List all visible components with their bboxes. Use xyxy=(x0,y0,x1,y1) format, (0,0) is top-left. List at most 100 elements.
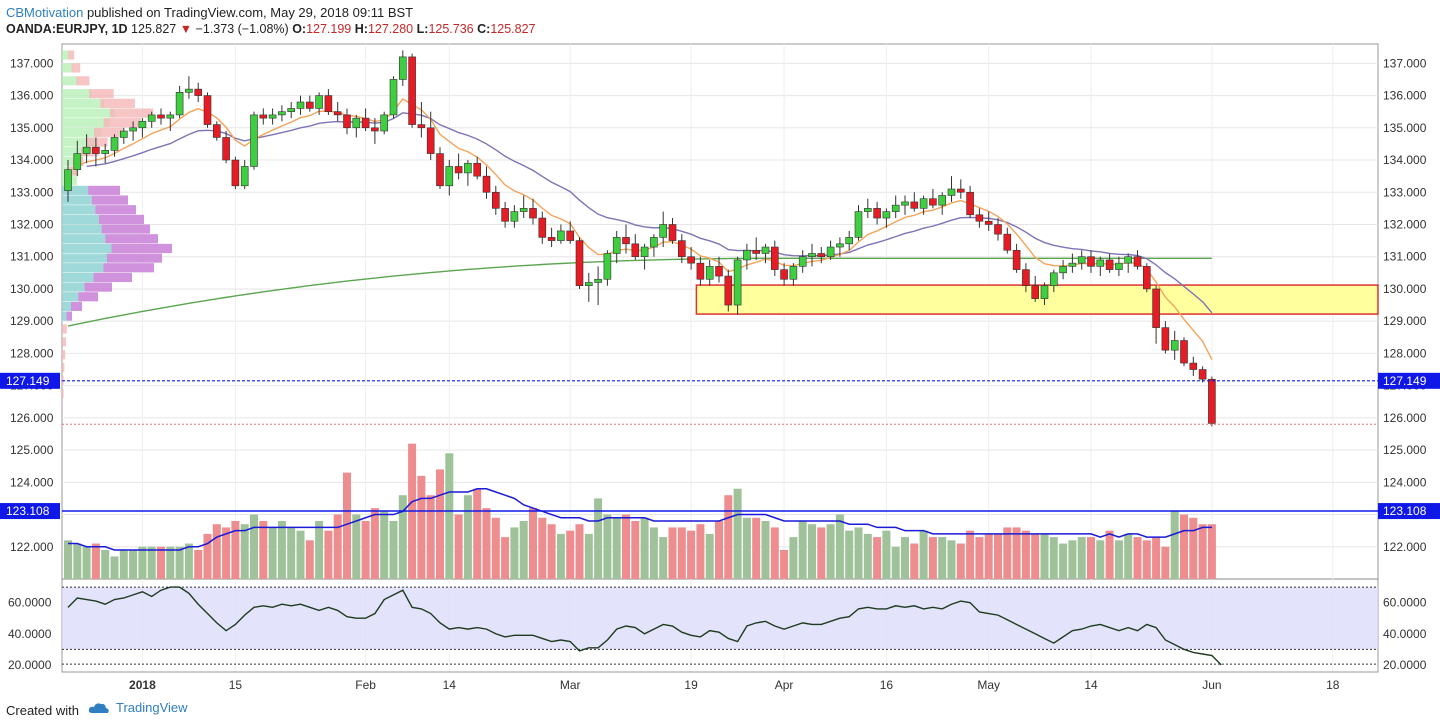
candle-body xyxy=(278,111,286,116)
y-tick-label-left: 132.000 xyxy=(10,217,54,231)
chart-header: CBMotivation published on TradingView.co… xyxy=(0,0,1440,42)
volume-bar xyxy=(380,511,389,579)
profile-bar-up xyxy=(62,272,94,282)
volume-bar xyxy=(1124,533,1133,579)
profile-bar-down xyxy=(100,98,135,108)
volume-bar xyxy=(1068,540,1077,579)
candle-body xyxy=(743,249,751,261)
candle-body xyxy=(696,262,705,280)
candle-body xyxy=(464,162,472,174)
candle-body xyxy=(1170,340,1179,351)
volume-bar xyxy=(1040,533,1049,579)
tradingview-label: TradingView xyxy=(116,700,188,715)
candle-body xyxy=(1198,369,1207,380)
volume-bar xyxy=(138,546,147,579)
candle-body xyxy=(1022,269,1030,287)
volume-bar xyxy=(175,546,184,579)
volume-bar xyxy=(733,488,742,579)
volume-bar xyxy=(770,527,779,579)
price-chart[interactable]: 137.000 137.000 136.000 136.000 135.000 135.0… xyxy=(0,42,1440,695)
volume-bar xyxy=(975,537,984,579)
candle-body xyxy=(110,137,119,151)
candle-body xyxy=(194,88,202,96)
volume-bar xyxy=(1198,524,1207,579)
candle-body xyxy=(1124,256,1132,264)
volume-bar xyxy=(1077,537,1086,579)
candle-body xyxy=(687,256,695,264)
y-tick-label-left: 130.000 xyxy=(10,282,54,296)
rsi-tick-label-left: 60.0000 xyxy=(8,596,52,610)
volume-bar xyxy=(324,530,333,579)
profile-bar-down xyxy=(111,243,172,253)
volume-bar xyxy=(854,527,863,579)
author-link[interactable]: CBMotivation xyxy=(6,5,84,20)
profile-bar-down xyxy=(84,282,112,292)
footer: Created with TradingView xyxy=(0,695,1440,727)
open-label: O: xyxy=(292,22,307,36)
volume-bar xyxy=(296,530,305,579)
volume-bar xyxy=(1152,537,1161,579)
y-tick-label-left: 124.000 xyxy=(10,475,54,489)
profile-bar-down xyxy=(62,401,63,411)
candle-body xyxy=(891,204,900,212)
profile-bar-down xyxy=(71,63,81,73)
volume-bar xyxy=(761,520,770,579)
volume-bar xyxy=(64,540,72,579)
volume-bar xyxy=(1096,540,1105,579)
candle-body xyxy=(1208,378,1216,424)
profile-bar-down xyxy=(98,214,144,224)
candle-body xyxy=(1087,256,1095,267)
profile-bar-up xyxy=(62,63,73,73)
candle-body xyxy=(1059,266,1067,274)
candle-body xyxy=(640,246,649,258)
profile-bar-down xyxy=(103,263,154,273)
volume-bar xyxy=(835,514,844,579)
profile-bar-down xyxy=(86,137,108,147)
tradingview-link[interactable]: TradingView xyxy=(88,700,188,715)
candle-body xyxy=(761,246,770,254)
last-price-tag-left xyxy=(0,372,60,389)
volume-bar xyxy=(482,508,491,579)
y-tick-label-right: 128.000 xyxy=(1383,346,1427,360)
volume-bar xyxy=(268,527,277,579)
volume-bar xyxy=(82,546,91,579)
volume-bar xyxy=(845,530,854,579)
profile-bar-down xyxy=(78,292,98,302)
volume-bar xyxy=(789,537,798,579)
volume-bar xyxy=(510,527,519,579)
rsi-line xyxy=(67,586,1222,666)
volume-bar xyxy=(1087,537,1095,579)
y-tick-label-left: 135.000 xyxy=(10,121,54,135)
volume-bar xyxy=(1012,527,1021,579)
profile-bar-up xyxy=(62,98,104,108)
y-tick-label-right: 130.000 xyxy=(1383,282,1427,296)
candle-body xyxy=(994,224,1002,235)
volume-bar xyxy=(147,546,156,579)
profile-bar-down xyxy=(62,337,66,347)
candle-body xyxy=(956,188,965,193)
publish-info: published on TradingView.com, May 29, 20… xyxy=(86,5,414,20)
candle-body xyxy=(594,278,602,283)
volume-bar xyxy=(370,508,379,579)
candle-body xyxy=(398,56,407,80)
volume-bar xyxy=(1133,537,1142,579)
candle-body xyxy=(352,117,361,129)
y-tick-label-right: 136.000 xyxy=(1383,89,1427,103)
candle-body xyxy=(882,211,891,219)
candle-body xyxy=(1133,256,1142,267)
candle-body xyxy=(510,211,519,222)
volume-bar xyxy=(333,514,342,579)
volume-bar xyxy=(417,475,426,579)
candle-body xyxy=(296,101,305,109)
volume-bar xyxy=(742,517,751,579)
candle-body xyxy=(287,108,296,112)
volume-bar xyxy=(212,524,221,579)
volume-bar xyxy=(119,549,128,579)
candle-body xyxy=(631,243,640,258)
volume-bar xyxy=(194,549,203,579)
candle-body xyxy=(361,117,370,129)
candle-body xyxy=(213,124,221,138)
candle-body xyxy=(966,191,974,216)
candle-body xyxy=(268,114,277,119)
candle-body xyxy=(826,246,835,258)
